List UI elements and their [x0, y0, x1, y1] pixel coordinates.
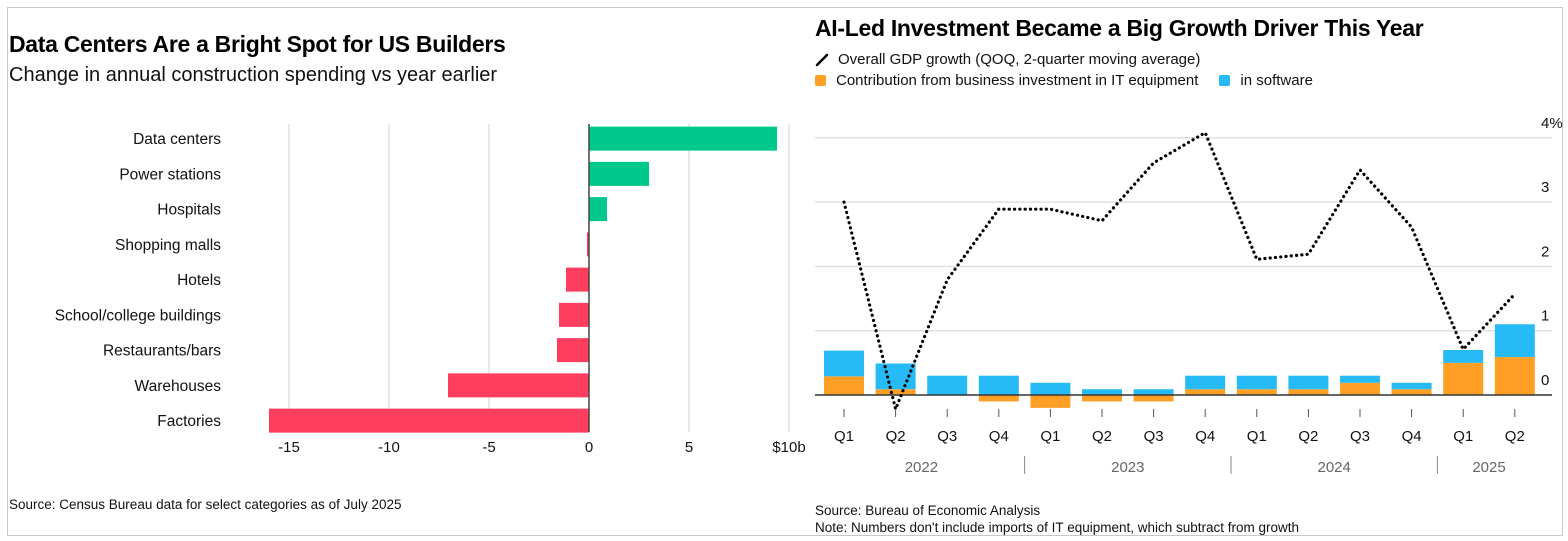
bar-software: [824, 350, 864, 377]
bar-software: [1494, 324, 1535, 358]
bar-software: [1236, 375, 1277, 390]
it-equipment-swatch-icon: [815, 75, 826, 86]
category-label: Hospitals: [157, 202, 221, 219]
y-tick-label: 2: [1541, 243, 1549, 260]
left-bar-chart: -15 -10 -5 0 5 $10b Data centers Power stations…: [55, 124, 806, 456]
right-combo-chart: 0 1 2 3 4% Q1 Q2 Q3 Q4 Q1 Q2 Q3 Q4 Q1 Q2 Q3 Q4 Q1 Q2 2022 20…: [815, 115, 1563, 476]
bar-software: [1340, 375, 1380, 383]
quarter-label: Q4: [1195, 428, 1215, 445]
bar-school-college-buildings: [559, 302, 589, 327]
quarter-label: Q2: [886, 428, 906, 445]
bar-factories: [269, 408, 589, 433]
y-tick-label: 4%: [1541, 115, 1563, 132]
right-chart-title: AI-Led Investment Became a Big Growth Dr…: [815, 15, 1424, 41]
bar-it-equipment: [1443, 362, 1484, 395]
chart-frame: [7, 7, 1563, 536]
line-legend-icon: [815, 53, 829, 67]
bar-software: [927, 375, 968, 395]
bar-it-equipment: [1391, 389, 1432, 395]
bar-it-equipment: [1133, 395, 1174, 402]
bar-software: [1030, 382, 1071, 395]
quarter-label: Q1: [1453, 428, 1473, 445]
legend-label-software: in software: [1240, 72, 1313, 89]
category-label: Factories: [157, 413, 221, 430]
bar-software: [1288, 375, 1329, 390]
bar-warehouses: [448, 373, 589, 398]
x-tick-label: $10b: [772, 439, 805, 456]
bar-software: [1185, 375, 1226, 390]
quarter-label: Q2: [1505, 428, 1525, 445]
category-label: Restaurants/bars: [103, 343, 221, 360]
year-label: 2022: [905, 459, 938, 476]
year-label: 2023: [1111, 459, 1144, 476]
bar-it-equipment: [1082, 395, 1122, 402]
bar-hospitals: [589, 197, 607, 222]
quarter-label: Q3: [1144, 428, 1164, 445]
quarter-label: Q1: [834, 428, 854, 445]
bar-restaurants-bars: [557, 338, 589, 363]
quarter-label: Q2: [1298, 428, 1318, 445]
bar-software: [1391, 382, 1432, 390]
x-tick-label: 0: [585, 439, 593, 456]
legend-item-gdp: Overall GDP growth (QOQ, 2-quarter movin…: [815, 49, 1313, 70]
bar-it-equipment: [1185, 389, 1226, 395]
bar-data-centers: [589, 126, 777, 151]
category-label: Warehouses: [135, 378, 222, 395]
quarter-label: Q4: [989, 428, 1009, 445]
left-chart-subtitle: Change in annual construction spending v…: [9, 64, 498, 86]
bar-it-equipment: [824, 376, 864, 395]
category-label: Hotels: [177, 272, 221, 289]
bar-it-equipment: [978, 395, 1019, 402]
bar-it-equipment: [875, 389, 916, 395]
legend-label-it: Contribution from business investment in…: [836, 72, 1199, 89]
right-legend: Overall GDP growth (QOQ, 2-quarter movin…: [815, 49, 1313, 91]
year-label: 2025: [1472, 459, 1505, 476]
bar-it-equipment: [1340, 382, 1380, 395]
quarter-label: Q2: [1092, 428, 1112, 445]
quarter-label: Q4: [1402, 428, 1422, 445]
legend-item-investment: Contribution from business investment in…: [815, 70, 1313, 91]
x-tick-label: -5: [482, 439, 495, 456]
bar-it-equipment: [1494, 357, 1535, 395]
bar-shopping-malls: [587, 232, 589, 257]
x-tick-label: -15: [278, 439, 300, 456]
y-tick-label: 1: [1541, 308, 1549, 325]
bar-it-equipment: [1288, 389, 1329, 395]
quarter-label: Q3: [1350, 428, 1370, 445]
gdp-growth-line: [842, 131, 1517, 411]
x-tick-label: 5: [685, 439, 693, 456]
category-label: Data centers: [133, 131, 221, 148]
bar-software: [1133, 389, 1174, 395]
x-tick-label: -10: [378, 439, 400, 456]
right-source: Source: Bureau of Economic Analysis Note…: [815, 502, 1299, 536]
right-note-line: Note: Numbers don't include imports of I…: [815, 520, 1300, 535]
quarter-label: Q1: [1247, 428, 1267, 445]
right-source-line: Source: Bureau of Economic Analysis: [815, 503, 1041, 518]
bar-it-equipment: [1030, 395, 1071, 408]
bar-software: [1443, 349, 1484, 363]
category-label: School/college buildings: [55, 307, 222, 324]
y-tick-label: 3: [1541, 179, 1549, 196]
bar-it-equipment: [1236, 389, 1277, 395]
category-label: Shopping malls: [115, 237, 221, 254]
year-label: 2024: [1318, 459, 1351, 476]
quarter-label: Q3: [937, 428, 957, 445]
bar-power-stations: [589, 161, 649, 186]
bar-software: [1082, 389, 1122, 395]
category-label: Power stations: [119, 166, 221, 183]
legend-label-gdp: Overall GDP growth (QOQ, 2-quarter movin…: [838, 51, 1201, 68]
left-chart-title: Data Centers Are a Bright Spot for US Bu…: [9, 31, 506, 57]
bar-software: [978, 375, 1019, 395]
y-tick-label: 0: [1541, 372, 1549, 389]
quarter-label: Q1: [1040, 428, 1060, 445]
left-source: Source: Census Bureau data for select ca…: [9, 497, 402, 512]
software-swatch-icon: [1219, 75, 1231, 86]
bar-hotels: [566, 267, 589, 292]
